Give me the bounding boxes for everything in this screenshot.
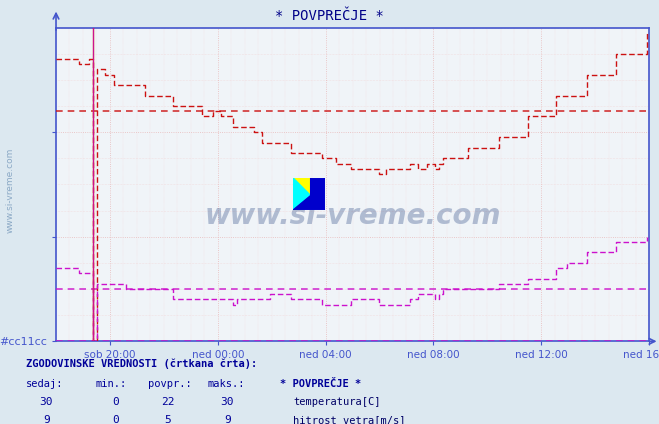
- Polygon shape: [293, 178, 325, 210]
- Text: povpr.:: povpr.:: [148, 379, 192, 390]
- Text: 9: 9: [224, 415, 231, 424]
- Text: temperatura[C]: temperatura[C]: [293, 397, 381, 407]
- Text: 0: 0: [112, 415, 119, 424]
- Text: 0: 0: [112, 397, 119, 407]
- Text: hitrost vetra[m/s]: hitrost vetra[m/s]: [293, 415, 406, 424]
- Text: www.si-vreme.com: www.si-vreme.com: [5, 148, 14, 234]
- Text: min.:: min.:: [96, 379, 127, 390]
- Text: 30: 30: [40, 397, 53, 407]
- Text: 22: 22: [161, 397, 175, 407]
- Text: sedaj:: sedaj:: [26, 379, 64, 390]
- Text: * POVPREČJE *: * POVPREČJE *: [275, 9, 384, 23]
- Text: 30: 30: [221, 397, 234, 407]
- Polygon shape: [310, 178, 325, 195]
- Polygon shape: [293, 178, 310, 210]
- Text: www.si-vreme.com: www.si-vreme.com: [204, 202, 501, 230]
- Text: ZGODOVINSKE VREDNOSTI (črtkana črta):: ZGODOVINSKE VREDNOSTI (črtkana črta):: [26, 358, 258, 369]
- Text: maks.:: maks.:: [208, 379, 245, 390]
- Text: 5: 5: [165, 415, 171, 424]
- Polygon shape: [293, 178, 310, 195]
- Text: * POVPREČJE *: * POVPREČJE *: [280, 379, 361, 390]
- Text: 9: 9: [43, 415, 49, 424]
